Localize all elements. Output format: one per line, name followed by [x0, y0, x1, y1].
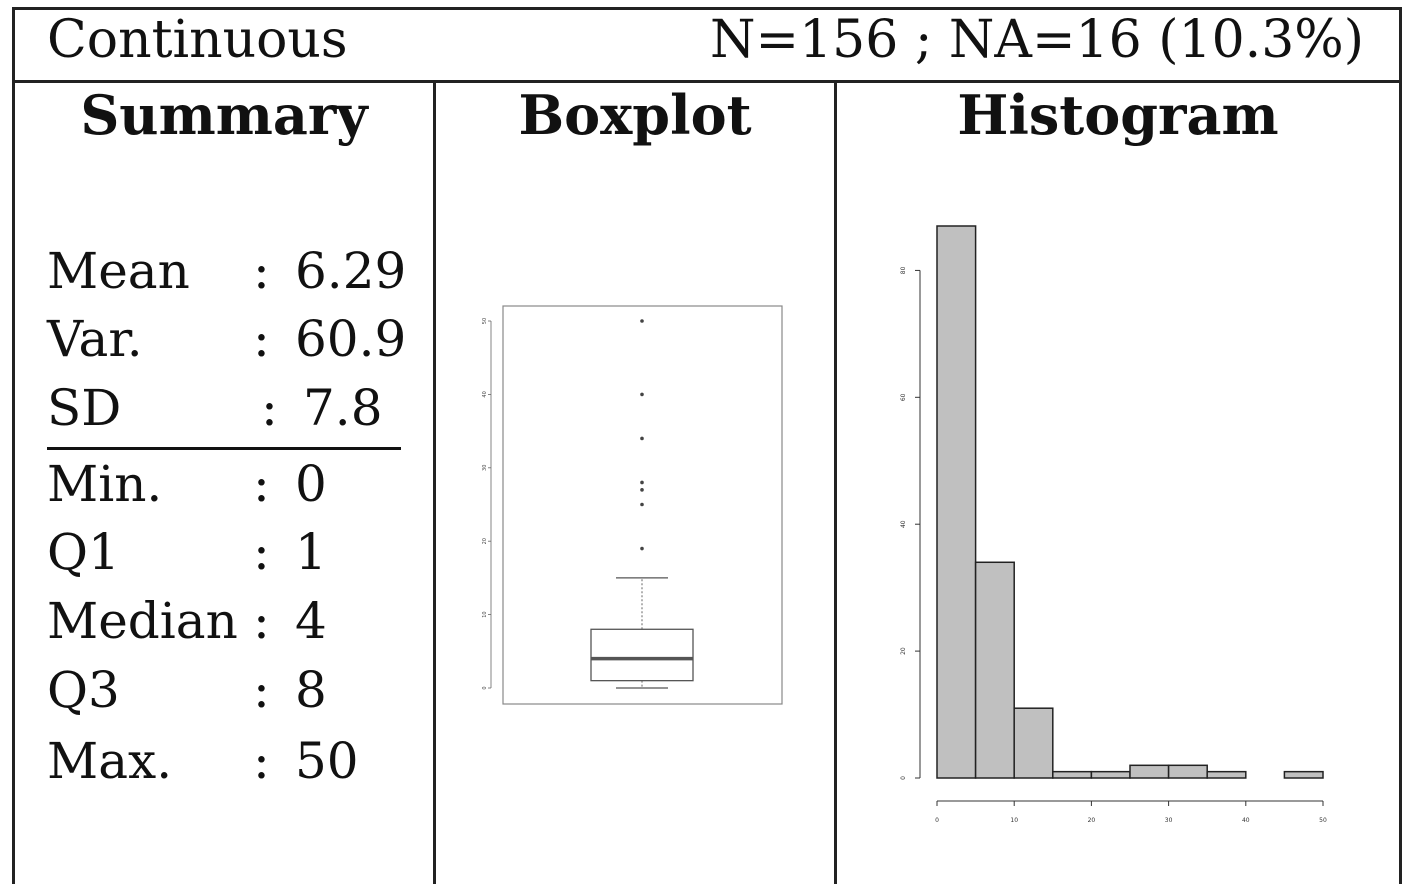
stat-label: Mean [47, 242, 190, 300]
boxplot-outlier-point [640, 480, 644, 485]
stat-separator: : [253, 310, 270, 368]
stat-separator: : [253, 242, 270, 300]
histogram-bar [1167, 764, 1208, 779]
boxplot-y-tick-label: 0 [482, 686, 488, 689]
boxplot-outlier-point [640, 436, 644, 441]
stat-row-median: Median : 4 [47, 587, 407, 655]
histogram-bar [974, 561, 1015, 779]
stat-label: Median [47, 592, 238, 650]
right-border [1399, 7, 1402, 884]
stat-row-sd: SD : 7.8 [47, 374, 407, 442]
left-border [12, 7, 15, 884]
stat-value: 6.29 [295, 242, 407, 300]
histogram-y-tick-label: 0 [900, 776, 907, 780]
histogram-bar [1283, 770, 1324, 779]
stat-label: Q3 [47, 661, 120, 719]
stat-value: 60.9 [295, 310, 407, 368]
boxplot-chart: 0 10 20 30 40 50 [482, 305, 783, 705]
boxplot-frame [502, 305, 783, 705]
stat-value: 4 [295, 592, 327, 650]
boxplot-y-tick-label: 30 [482, 465, 488, 471]
boxplot-y-tick-label: 40 [482, 391, 488, 397]
boxplot-y-tick-label: 20 [482, 538, 488, 544]
stat-value: 8 [295, 661, 327, 719]
boxplot-box [590, 628, 694, 682]
histogram-x-tick-label: 0 [935, 817, 939, 824]
boxplot-outlier-point [640, 488, 644, 492]
stat-value: 0 [295, 455, 327, 513]
stat-label: Q1 [47, 523, 120, 581]
stat-value: 7.8 [303, 379, 383, 437]
histogram-x-tick-label: 40 [1242, 817, 1250, 824]
stat-row-max: Max. : 50 [47, 727, 407, 795]
boxplot-y-tick-label: 10 [482, 611, 488, 617]
boxplot-outlier-point [640, 546, 644, 551]
boxplot-y-tick-label: 50 [482, 318, 488, 324]
header-divider [12, 80, 1402, 83]
histogram-bar [1129, 764, 1170, 779]
stat-row-mean: Mean : 6.29 [47, 237, 407, 305]
histogram-bar [936, 225, 977, 779]
histogram-y-tick-label: 60 [900, 393, 907, 401]
stat-separator: : [253, 455, 270, 513]
stat-label: SD [47, 379, 122, 437]
stat-separator: : [261, 379, 278, 437]
stat-value: 1 [295, 523, 327, 581]
counts-label: N=156 ; NA=16 (10.3%) [710, 10, 1364, 70]
stat-separator: : [253, 592, 270, 650]
variable-type-label: Continuous [47, 10, 348, 70]
histogram-bar [1052, 770, 1093, 779]
stat-separator: : [253, 732, 270, 790]
boxplot-outlier-point [640, 502, 644, 507]
histogram-title: Histogram [957, 83, 1279, 147]
histogram-bar [1090, 770, 1131, 779]
histogram-chart: 0 20 40 60 80 0 10 20 30 40 50 [900, 225, 1327, 824]
stat-divider [47, 447, 401, 450]
stat-row-min: Min. : 0 [47, 450, 407, 518]
stat-separator: : [253, 661, 270, 719]
histogram-x-tick-label: 20 [1088, 817, 1096, 824]
stat-row-q3: Q3 : 8 [47, 656, 407, 724]
summary-title: Summary [80, 83, 368, 147]
boxplot-title: Boxplot [518, 83, 752, 147]
stat-row-var: Var. : 60.9 [47, 305, 407, 373]
top-border [12, 7, 1402, 10]
histogram-x-tick-label: 10 [1010, 817, 1018, 824]
histogram-y-tick-label: 40 [900, 520, 907, 528]
histogram-x-tick-label: 50 [1319, 817, 1327, 824]
histogram-y-tick-label: 80 [900, 266, 907, 274]
histogram-x-tick-label: 30 [1165, 817, 1173, 824]
column-divider-2 [834, 80, 837, 884]
boxplot-outlier-point [640, 392, 644, 397]
stat-row-q1: Q1 : 1 [47, 518, 407, 586]
stat-label: Var. [47, 310, 143, 368]
stat-label: Max. [47, 732, 173, 790]
boxplot-outlier-point [640, 319, 644, 323]
histogram-bar [1013, 707, 1054, 779]
stat-label: Min. [47, 455, 163, 513]
stat-separator: : [253, 523, 270, 581]
stat-value: 50 [295, 732, 359, 790]
histogram-y-tick-label: 20 [900, 647, 907, 655]
column-divider-1 [433, 80, 436, 884]
histogram-bar [1206, 770, 1247, 779]
